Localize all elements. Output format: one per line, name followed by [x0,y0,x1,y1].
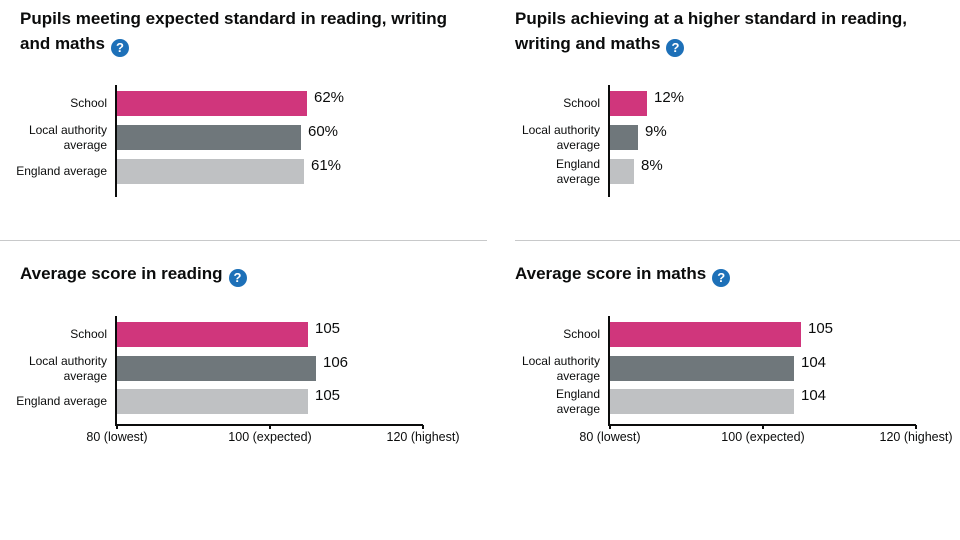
category-label-text: Local authority average [28,353,107,383]
bar-value-label: 105 [808,320,834,337]
category-label: School [0,91,107,116]
category-label-text: School [563,96,600,110]
category-label: Local authority average [515,122,600,152]
bar-value-label: 106 [323,354,349,371]
chart-title-text: Average score in reading [20,264,223,283]
bar-school [610,322,801,347]
category-label-text: Local authority average [521,122,600,152]
chart-maths-score: Average score in maths? School 105 Local… [515,240,960,481]
chart-higher-standard: Pupils achieving at a higher standard in… [515,0,960,240]
category-label-text: Local authority average [521,353,600,383]
bar-value-label: 60% [308,123,339,140]
x-axis-tick-label: 100 (expected) [228,430,312,444]
category-label-text: England average [16,394,107,408]
bar-local-authority [610,356,794,381]
bar-england [117,159,304,184]
category-label: School [515,322,600,347]
chart-title-text: Pupils achieving at a higher standard in… [515,9,908,53]
x-axis-tick [762,425,764,429]
chart-title: Pupils achieving at a higher standard in… [515,6,955,57]
bar-chart: School 105 Local authority average 106 E… [0,241,487,481]
chart-title: Average score in maths? [515,261,955,287]
bar-england [610,159,634,184]
x-axis-tick [116,425,118,429]
y-axis-line [115,316,117,425]
bar-school [610,91,647,116]
bar-value-label: 62% [314,89,345,106]
x-axis-tick [915,425,917,429]
category-label-text: School [70,96,107,110]
chart-title: Average score in reading? [20,261,470,287]
category-label: School [515,91,600,116]
help-icon[interactable]: ? [111,38,130,57]
x-axis-line [115,424,423,426]
bar-value-label: 8% [641,157,663,174]
category-label: Local authority average [515,353,600,383]
bar-chart: School 12% Local authority average 9% En… [515,0,960,240]
category-label: England average [515,386,600,416]
bar-england [610,389,794,414]
category-label-text: School [563,327,600,341]
x-axis-tick-label: 120 (highest) [879,430,953,444]
x-axis-tick-label: 100 (expected) [721,430,805,444]
bar-value-label: 104 [801,354,827,371]
category-label-text: School [70,327,107,341]
bar-local-authority [610,125,638,150]
chart-title-text: Pupils meeting expected standard in read… [20,9,447,53]
help-icon[interactable]: ? [712,268,731,287]
bar-chart: School 62% Local authority average 60% E… [0,0,487,240]
category-label: Local authority average [0,353,107,383]
category-label-text: England average [16,164,107,178]
y-axis-line [608,316,610,425]
x-axis-tick [609,425,611,429]
bar-local-authority [117,125,301,150]
bar-value-label: 105 [315,320,341,337]
bar-value-label: 9% [645,123,667,140]
y-axis-line [115,85,117,197]
x-axis-tick [269,425,271,429]
bar-value-label: 104 [801,387,827,404]
x-axis-tick [422,425,424,429]
bar-value-label: 12% [654,89,685,106]
category-label: Local authority average [0,122,107,152]
bar-school [117,91,307,116]
x-axis-tick-label: 80 (lowest) [579,430,641,444]
category-label-text: Local authority average [28,122,107,152]
x-axis-tick-label: 120 (highest) [386,430,460,444]
category-label: England average [0,389,107,414]
bar-value-label: 61% [311,157,342,174]
bar-chart: School 105 Local authority average 104 E… [515,241,960,481]
y-axis-line [608,85,610,197]
chart-expected-standard: Pupils meeting expected standard in read… [0,0,487,240]
bar-school [117,322,308,347]
bar-value-label: 105 [315,387,341,404]
chart-reading-score: Average score in reading? School 105 Loc… [0,240,487,481]
x-axis-line [608,424,916,426]
chart-title: Pupils meeting expected standard in read… [20,6,470,57]
help-icon[interactable]: ? [228,268,247,287]
help-icon[interactable]: ? [666,38,685,57]
category-label: England average [0,159,107,184]
category-label-text: England average [555,386,600,416]
category-label: England average [515,156,600,186]
category-label: School [0,322,107,347]
category-label-text: England average [555,156,600,186]
chart-title-text: Average score in maths [515,264,707,283]
x-axis-tick-label: 80 (lowest) [86,430,148,444]
bar-local-authority [117,356,316,381]
bar-england [117,389,308,414]
